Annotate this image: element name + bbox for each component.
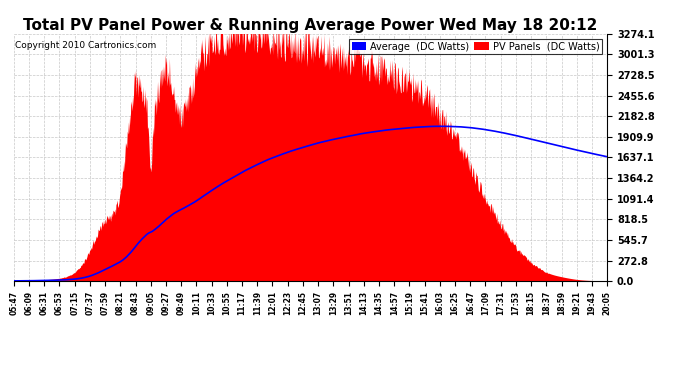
Text: Copyright 2010 Cartronics.com: Copyright 2010 Cartronics.com [15, 41, 156, 50]
Title: Total PV Panel Power & Running Average Power Wed May 18 20:12: Total PV Panel Power & Running Average P… [23, 18, 598, 33]
Legend: Average  (DC Watts), PV Panels  (DC Watts): Average (DC Watts), PV Panels (DC Watts) [349, 39, 602, 54]
